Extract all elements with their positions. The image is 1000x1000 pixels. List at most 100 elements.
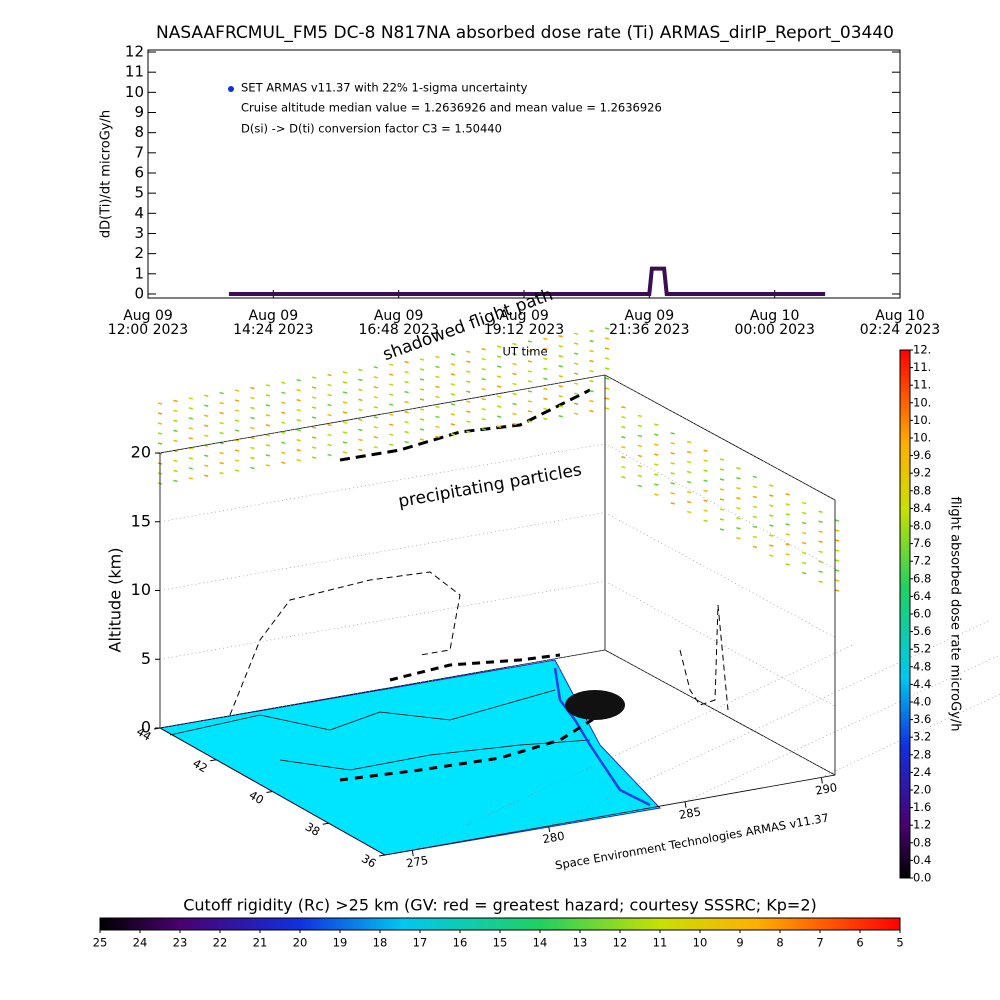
colorbar-tick-label: 4.0 [913,695,931,709]
particle [219,391,224,395]
colorbar-tick-label: 2.4 [913,765,931,779]
particle [450,373,456,376]
particle [573,412,579,415]
particle [589,339,594,343]
particle [621,415,626,419]
colorbar-title: Cutoff rigidity (Rc) >25 km (GV: red = g… [183,896,817,915]
colorbar-tick-label: 25 [93,936,108,950]
particle [389,403,394,406]
annotation: D(si) -> D(ti) conversion factor C3 = 1.… [241,122,502,136]
particle [703,509,708,513]
y-tick-label: 4 [134,204,144,222]
x-tick-label: Aug 09 19:12 2023 [484,308,564,338]
particle [296,398,301,402]
particle [342,391,348,394]
particle [621,435,626,439]
particle [265,424,271,427]
particle [265,434,271,437]
particle [769,554,774,557]
grid-line [684,654,1000,802]
particle [389,413,394,416]
particle [435,425,440,429]
particle [589,379,594,383]
particle [496,405,502,408]
particle [188,477,194,480]
particle [204,404,209,407]
particle [450,353,456,356]
particle [558,415,563,418]
particle [670,472,675,475]
particle [219,461,224,465]
particle [496,395,502,398]
particle [621,475,626,479]
particle [435,415,440,419]
particle [637,474,643,478]
particle [543,337,548,341]
particle [404,410,409,414]
particle [327,443,332,447]
annotation: Cruise altitude median value = 1.2636926… [241,101,662,115]
state-border [279,739,591,771]
particle [654,463,659,466]
particle [703,489,708,493]
particle [404,360,409,364]
particle [250,466,255,470]
particle [512,382,517,386]
particle [466,430,471,434]
particle [373,366,378,369]
particle [621,455,626,459]
particle [265,464,271,467]
map-floor [158,659,662,856]
particle [373,386,378,389]
grid-line [159,512,606,591]
particle [188,397,194,400]
particle [358,408,363,412]
particle [654,493,659,496]
particle [719,468,725,471]
particle [527,340,533,343]
particle [234,419,240,422]
colorbar-tick-label: 23 [173,936,188,950]
particle [373,406,378,409]
y-axis-label: Altitude (km) [106,548,125,653]
particle [637,454,643,458]
lon-tick [820,777,823,784]
particle [311,376,317,379]
colorbar-tick-label: 15 [493,936,508,950]
particle [188,437,194,440]
y-tick-label: 8 [134,123,144,141]
particle [281,411,286,415]
particle [250,446,255,450]
particle [558,335,563,338]
lon-tick [411,850,414,857]
particle [157,412,163,415]
particle [234,409,240,412]
lon-tick-label: 280 [542,829,566,847]
particle [589,359,594,363]
particle [435,355,440,359]
particle [342,381,348,384]
lat-tick-label: 44 [134,724,154,743]
particle [543,347,548,351]
grid-line [548,620,989,827]
particle [769,524,774,527]
x-tick-label: Aug 09 21:36 2023 [609,308,689,338]
y-tick-label: 15 [131,511,151,530]
particle [769,514,774,517]
particle [204,434,209,437]
particle [188,467,194,470]
colorbar-tick-label: 6.0 [913,607,931,621]
lon-tick-label: 275 [405,853,429,871]
colorbar-tick-label: 7.2 [913,554,931,568]
cutoff-colorbar [99,917,901,931]
particle [637,434,643,438]
particle [573,342,579,345]
particle [686,510,692,514]
particle [527,380,533,383]
particle [311,396,317,399]
legend-entry: SET ARMAS v11.37 with 22% 1-sigma uncert… [241,81,528,95]
y-tick-label: 2 [134,244,144,262]
particle [719,498,725,501]
y-tick-label: 10 [131,580,151,599]
